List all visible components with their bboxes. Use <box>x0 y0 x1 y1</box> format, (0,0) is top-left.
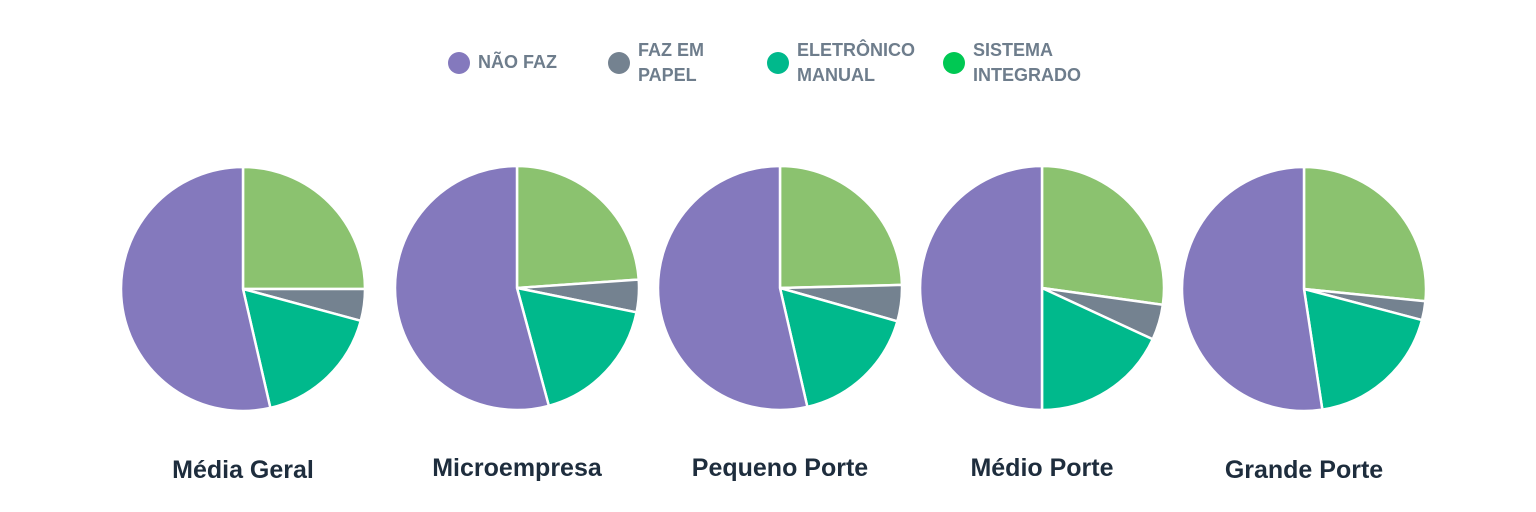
chart-title: Média Geral <box>172 456 314 484</box>
pie-slice-eletr-nico-manual[interactable] <box>778 286 899 409</box>
legend-swatch <box>943 52 965 74</box>
pie-slice-eletr-nico-manual[interactable] <box>515 286 639 408</box>
legend-swatch <box>767 52 789 74</box>
pie-slice-n-o-faz[interactable] <box>1180 165 1324 413</box>
legend-item-sistema-integrado[interactable]: SISTEMA INTEGRADO <box>943 38 1103 88</box>
chart-title: Grande Porte <box>1224 456 1384 484</box>
pie-slice-sistema-integrado[interactable] <box>1302 165 1428 303</box>
pie-slice-eletr-nico-manual[interactable] <box>241 287 363 410</box>
legend-label: NÃO FAZ <box>478 52 557 72</box>
pie-slice-n-o-faz[interactable] <box>656 164 809 412</box>
pie-slice-eletr-nico-manual[interactable] <box>1302 287 1424 412</box>
chart-title: Pequeno Porte <box>691 454 869 482</box>
legend-label: ELETRÔNICO MANUAL <box>797 40 916 85</box>
legend-item-faz-em-papel[interactable]: FAZ EM PAPEL <box>608 38 733 88</box>
pie-slice-n-o-faz[interactable] <box>918 164 1044 412</box>
pie-slice-sistema-integrado[interactable] <box>515 164 641 290</box>
legend-item-nao-faz[interactable]: NÃO FAZ <box>448 50 608 75</box>
legend-label: SISTEMA INTEGRADO <box>973 40 1081 85</box>
pie-slice-n-o-faz[interactable] <box>119 165 272 413</box>
pie-slice-sistema-integrado[interactable] <box>1040 164 1166 307</box>
pie-slice-sistema-integrado[interactable] <box>778 164 904 290</box>
chart-title: Médio Porte <box>970 454 1114 482</box>
legend-label: FAZ EM PAPEL <box>638 40 704 85</box>
legend-swatch <box>448 51 470 74</box>
pie-slice-n-o-faz[interactable] <box>393 164 551 412</box>
pie-slice-sistema-integrado[interactable] <box>241 165 367 291</box>
legend: NÃO FAZ FAZ EM PAPEL ELETRÔNICO MANUAL S… <box>0 38 1536 90</box>
chart-title: Microempresa <box>432 454 602 482</box>
legend-item-eletronico-manual[interactable]: ELETRÔNICO MANUAL <box>767 38 942 88</box>
legend-swatch <box>608 52 630 74</box>
pie-slice-eletr-nico-manual[interactable] <box>1040 286 1155 412</box>
